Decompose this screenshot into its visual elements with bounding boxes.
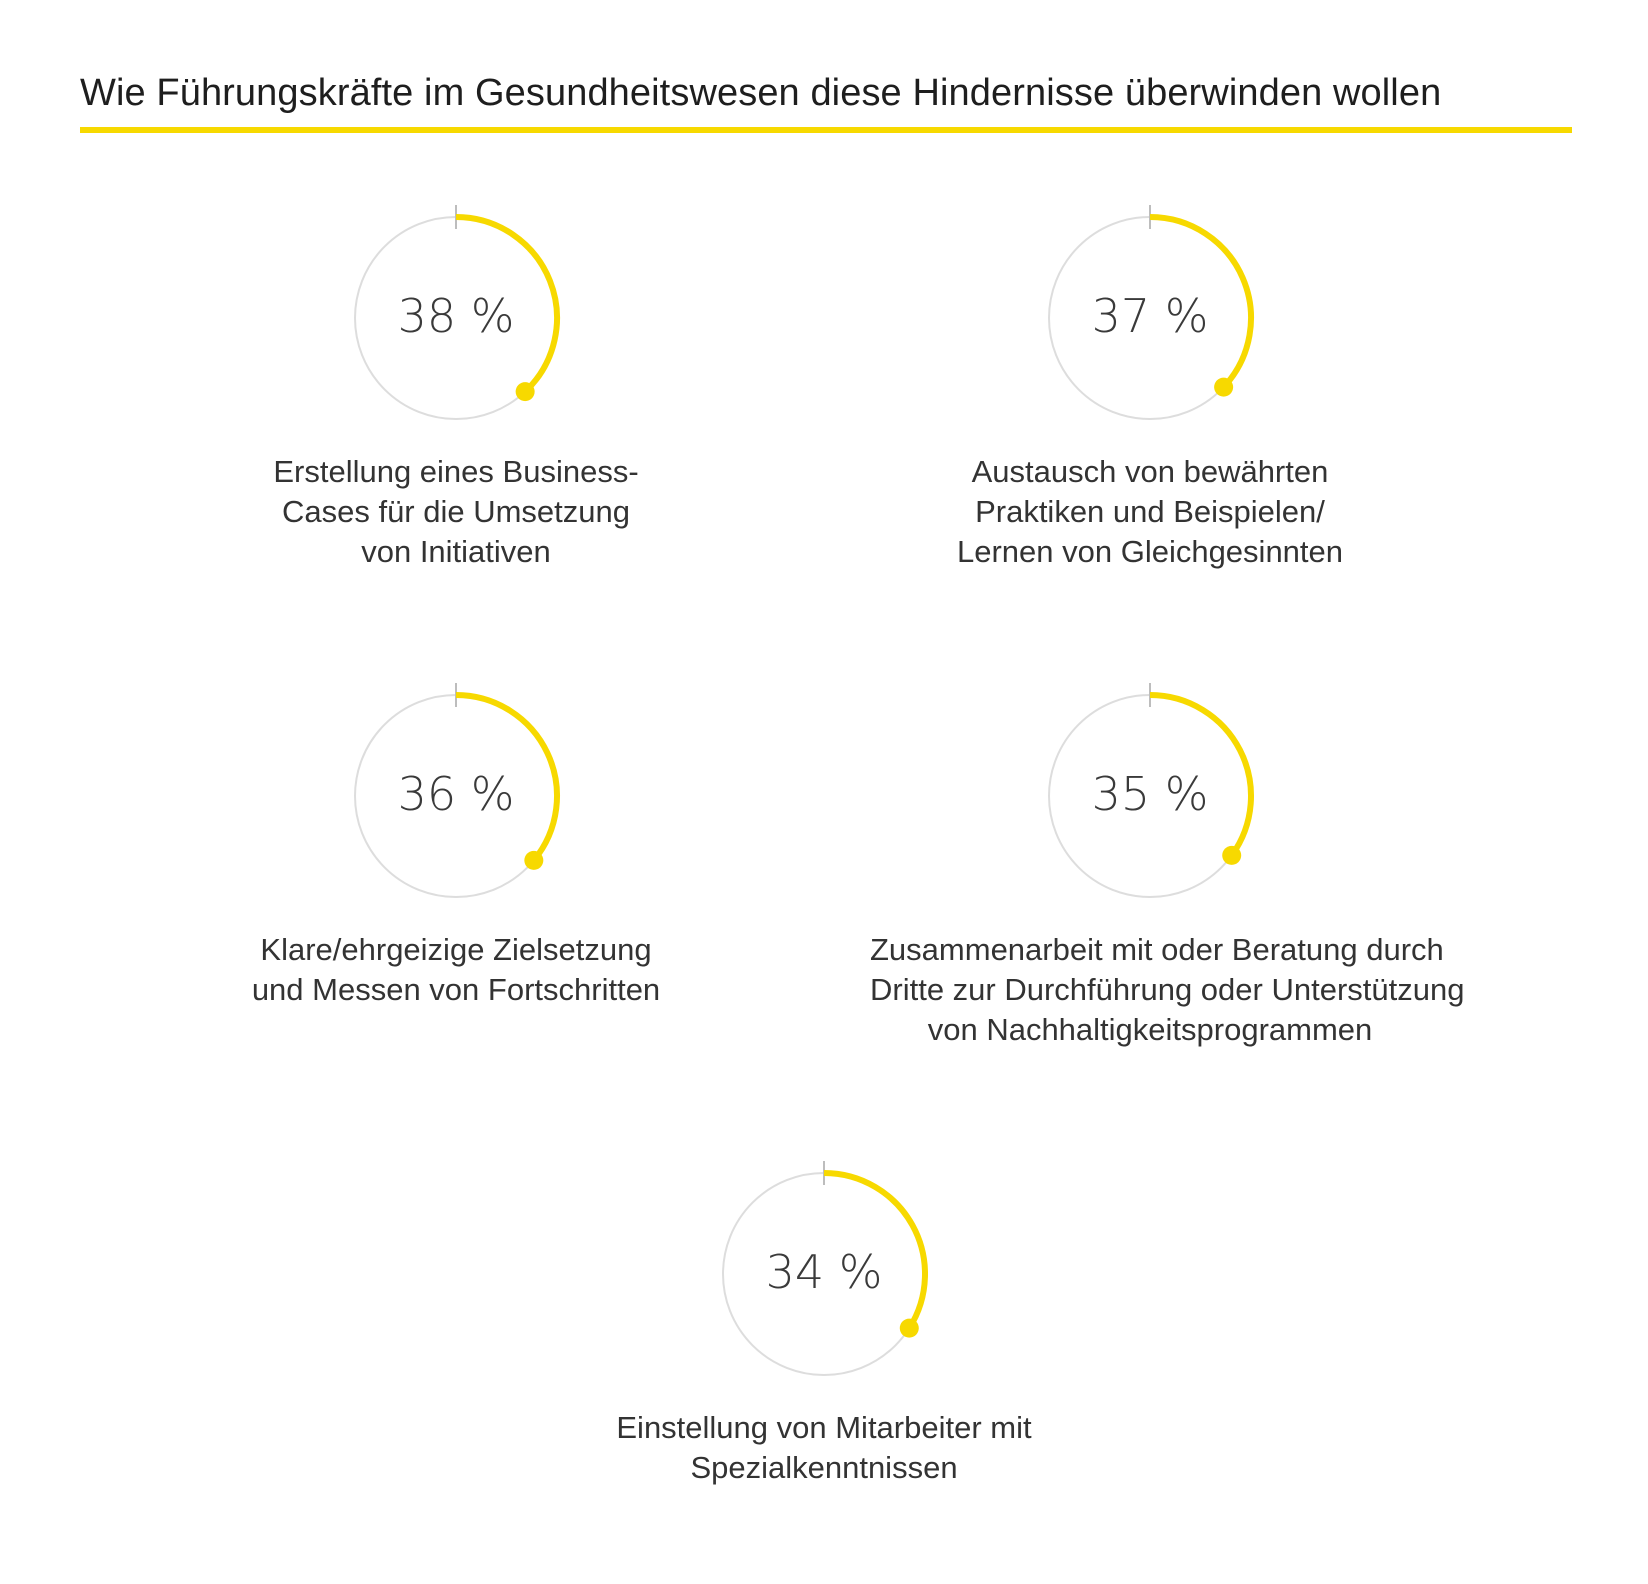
gauge-category-label: Austausch von bewährten Praktiken und Bei…	[870, 452, 1430, 572]
gauge-2: 37 % Austausch von bewährten Praktiken und…	[870, 205, 1430, 628]
gauge-category-label: Zusammenarbeit mit oder Beratung durch Dr…	[870, 930, 1465, 1050]
gauge-4: 35 % Zusammenarbeit mit oder Beratung dur…	[870, 683, 1465, 1106]
gauge-end-dot	[899, 1318, 919, 1338]
gauge-category-label: Einstellung von Mitarbeiter mit Spezialke…	[544, 1408, 1104, 1488]
gauge-category-label: Klare/ehrgeizige Zielsetzung und Messen v…	[176, 930, 736, 1010]
gauge-label-line: Praktiken und Beispielen/	[975, 494, 1325, 529]
gauge-value-arc	[1149, 214, 1254, 390]
gauge-1: 38 % Erstellung eines Business- Cases für …	[176, 205, 736, 628]
gauge-value-arc	[455, 214, 561, 394]
gauge-ring	[354, 683, 560, 898]
gauge-end-dot	[524, 850, 544, 870]
gauge-ring	[722, 1161, 928, 1376]
gauge-label-line: Austausch von bewährten	[971, 454, 1329, 489]
gauge-ring	[354, 205, 561, 420]
gauge-ring	[1048, 205, 1254, 420]
gauge-end-dot	[1222, 845, 1242, 865]
gauge-value-arc	[1149, 692, 1254, 858]
gauge-value-label: 38 %	[397, 289, 515, 343]
title-underline	[80, 127, 1572, 133]
gauge-label-line: Cases für die Umsetzung	[281, 494, 631, 529]
gauge-category-label: Erstellung eines Business- Cases für die …	[176, 452, 736, 572]
gauge-label-line: Klare/ehrgeizige Zielsetzung	[260, 932, 652, 967]
gauge-ring	[1048, 683, 1254, 898]
gauge-end-dot	[1214, 377, 1234, 397]
gauge-label-line: von Initiativen	[361, 534, 551, 569]
gauge-value-label: 36 %	[397, 767, 515, 821]
gauge-value-arc	[823, 1170, 928, 1330]
gauge-label-line: und Messen von Fortschritten	[251, 972, 661, 1007]
gauge-value-label: 35 %	[1091, 767, 1209, 821]
gauge-3: 36 % Klare/ehrgeizige Zielsetzung und Mess…	[176, 683, 736, 1106]
gauge-value-label: 37 %	[1091, 289, 1209, 343]
gauge-value-label: 34 %	[765, 1245, 883, 1299]
gauge-end-dot	[515, 382, 535, 402]
gauge-5: 34 % Einstellung von Mitarbeiter mit Spezi…	[544, 1161, 1104, 1584]
gauge-value-arc	[455, 692, 560, 863]
gauge-label-line: von Nachhaltigkeitsprogrammen	[927, 1012, 1373, 1047]
gauge-label-line: Erstellung eines Business-	[273, 454, 639, 489]
gauge-label-line: Spezialkenntnissen	[690, 1450, 958, 1485]
gauge-label-line: Dritte zur Durchführung oder Unterstützu…	[870, 972, 1465, 1007]
gauge-label-line: Zusammenarbeit mit oder Beratung durch	[870, 932, 1444, 967]
page-title: Wie Führungskräfte im Gesundheitswesen d…	[80, 72, 1442, 114]
gauge-label-line: Lernen von Gleichgesinnten	[956, 534, 1344, 569]
gauge-label-line: Einstellung von Mitarbeiter mit	[616, 1410, 1032, 1445]
